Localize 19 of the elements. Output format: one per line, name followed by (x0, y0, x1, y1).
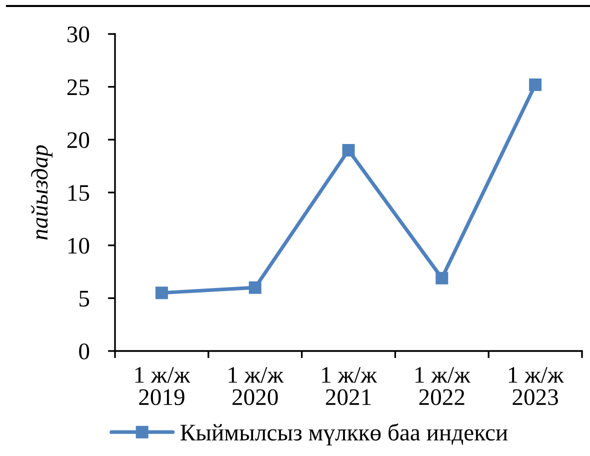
y-tick-label: 10 (68, 238, 90, 254)
y-tick-label: 25 (67, 79, 90, 96)
x-tick-label: 1 ж/ж 2020 (228, 367, 284, 406)
y-tick-label: 0 (79, 343, 90, 360)
y-tick-label: 20 (67, 132, 90, 148)
point (436, 272, 448, 284)
y-axis-title: пайыздар (30, 145, 52, 240)
legend-label: Кыймылсыз мүлккө баа индекси (180, 423, 508, 446)
x-tick-label: 1 ж/ж 2022 (416, 367, 470, 406)
x-tick-label: 1 ж/ж 2023 (508, 367, 564, 406)
point (529, 78, 542, 91)
x-tick-label: 1 ж/ж 2019 (135, 367, 190, 406)
x-tick-label: 1 ж/ж 2021 (322, 367, 378, 406)
y-tick-label: 30 (68, 26, 90, 42)
point (155, 286, 168, 300)
point (342, 144, 355, 156)
y-tick-label: 15 (68, 185, 90, 201)
y-tick-label: 5 (80, 290, 90, 307)
point (248, 281, 262, 294)
